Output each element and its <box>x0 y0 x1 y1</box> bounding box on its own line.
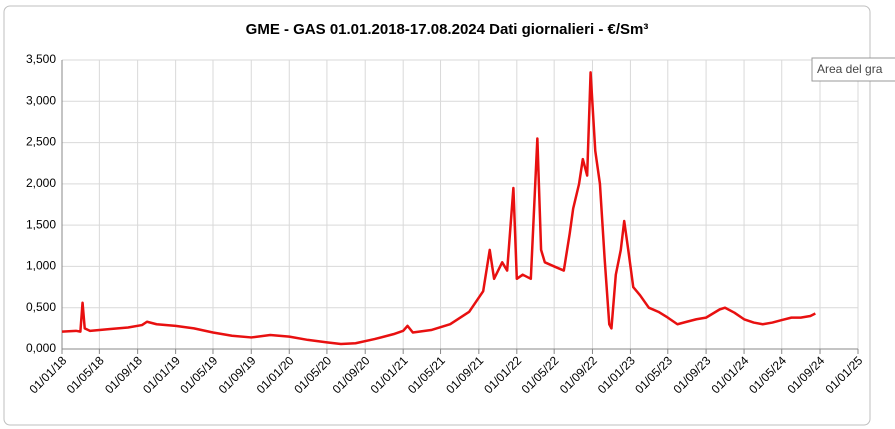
y-tick-label: 3,000 <box>26 93 56 107</box>
chart-title: GME - GAS 01.01.2018-17.08.2024 Dati gio… <box>246 21 649 38</box>
y-tick-label: 1,000 <box>26 259 56 273</box>
y-tick-label: 2,500 <box>26 135 56 149</box>
tooltip-box <box>811 57 895 82</box>
chart-frame <box>3 5 871 426</box>
y-tick-label: 2,000 <box>26 176 56 190</box>
tooltip: Area del gra <box>817 62 883 76</box>
price-line <box>61 71 816 346</box>
y-tick-label: 0,000 <box>26 341 56 355</box>
y-tick-label: 3,500 <box>26 52 56 66</box>
y-tick-label: 0,500 <box>26 300 56 314</box>
y-tick-label: 1,500 <box>26 217 56 231</box>
